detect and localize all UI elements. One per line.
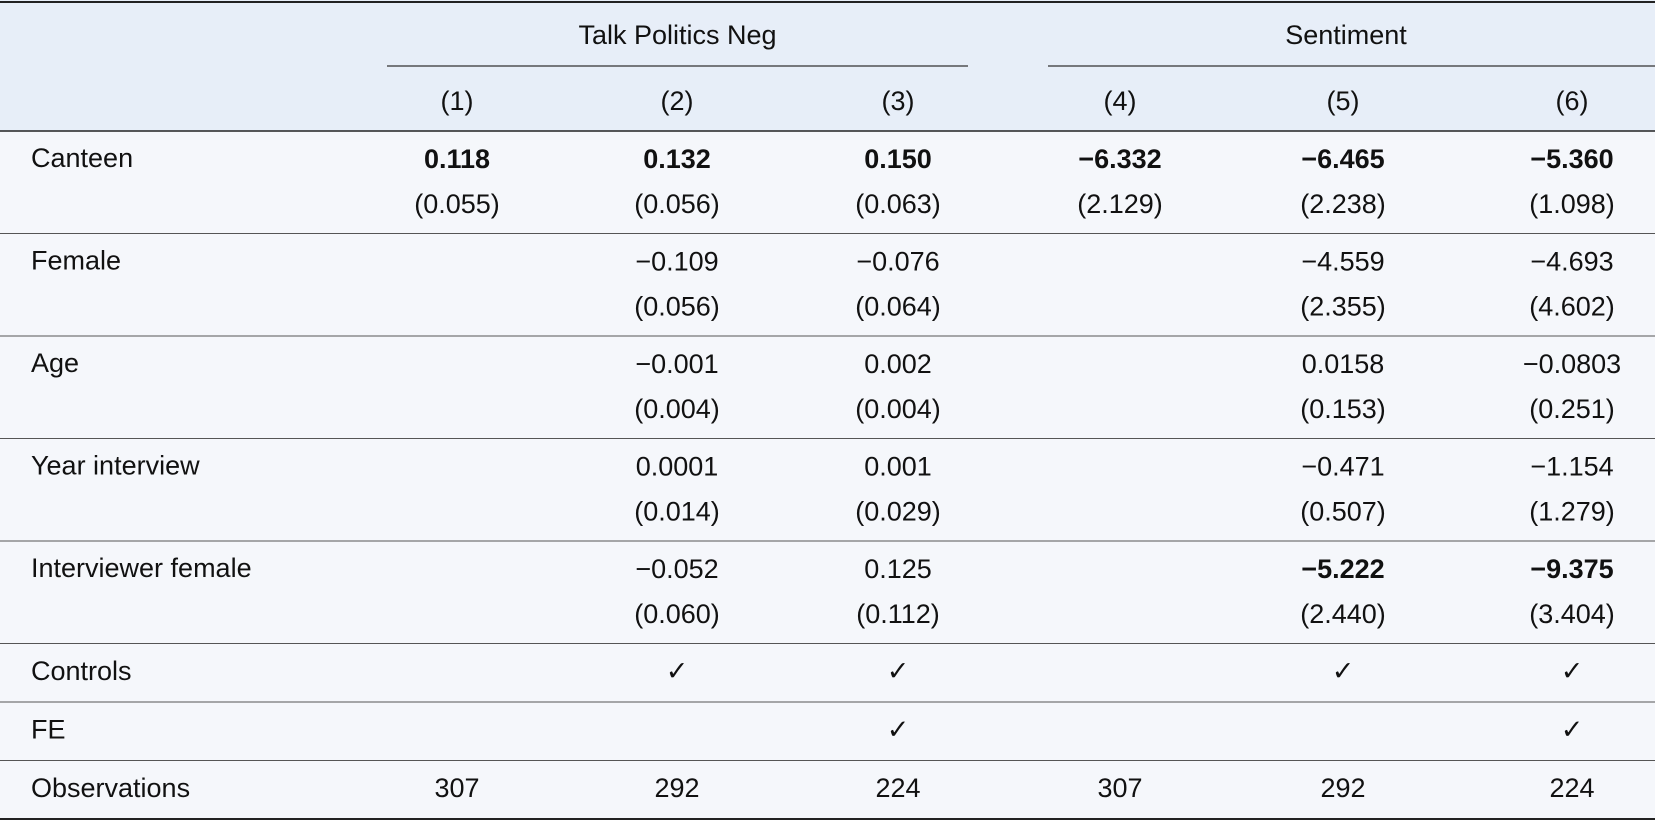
coefficient: 0.125 [864, 554, 932, 584]
coefficient: −6.332 [1078, 144, 1161, 174]
row-label: Interviewer female [31, 553, 252, 583]
row-label: Controls [31, 656, 132, 686]
cell-value: 224 [1549, 773, 1594, 803]
standard-error: (0.004) [855, 394, 941, 424]
coefficient: −5.222 [1301, 554, 1384, 584]
cell-value: ✓ [666, 656, 689, 686]
column-label: (3) [882, 86, 915, 116]
coefficient: 0.001 [864, 452, 932, 482]
coefficient: −5.360 [1530, 144, 1613, 174]
coefficient: 0.150 [864, 144, 932, 174]
coefficient: −0.052 [635, 554, 718, 584]
standard-error: (0.004) [634, 394, 720, 424]
row-label: Age [31, 348, 79, 378]
coefficient: −4.559 [1301, 247, 1384, 277]
coefficient: −0.471 [1301, 452, 1384, 482]
standard-error: (0.064) [855, 292, 941, 322]
coefficient: 0.002 [864, 349, 932, 379]
coefficient: −1.154 [1530, 452, 1613, 482]
column-label: (4) [1104, 86, 1137, 116]
standard-error: (0.029) [855, 497, 941, 527]
standard-error: (2.355) [1300, 292, 1386, 322]
standard-error: (0.251) [1529, 394, 1615, 424]
column-label: (6) [1556, 86, 1589, 116]
cell-value: 292 [654, 773, 699, 803]
column-label: (5) [1327, 86, 1360, 116]
standard-error: (0.056) [634, 292, 720, 322]
standard-error: (3.404) [1529, 599, 1615, 629]
cell-value: ✓ [1561, 714, 1584, 744]
standard-error: (0.055) [414, 189, 500, 219]
standard-error: (2.440) [1300, 599, 1386, 629]
standard-error: (0.112) [856, 599, 940, 629]
coefficient: 0.132 [643, 144, 711, 174]
cell-value: 292 [1320, 773, 1365, 803]
cell-value: ✓ [887, 656, 910, 686]
standard-error: (1.279) [1529, 497, 1615, 527]
coefficient: −0.076 [856, 247, 939, 277]
coefficient: −0.109 [635, 247, 718, 277]
cell-value: ✓ [887, 714, 910, 744]
coefficient: −0.001 [635, 349, 718, 379]
cell-value: ✓ [1332, 656, 1355, 686]
standard-error: (0.060) [634, 599, 720, 629]
standard-error: (2.238) [1300, 189, 1386, 219]
standard-error: (0.063) [855, 189, 941, 219]
body-background [0, 131, 1655, 819]
cell-value: ✓ [1561, 656, 1584, 686]
coefficient: −9.375 [1530, 554, 1613, 584]
standard-error: (4.602) [1529, 292, 1615, 322]
coefficient: −4.693 [1530, 247, 1613, 277]
coefficient: 0.0158 [1302, 349, 1385, 379]
row-label: Year interview [31, 451, 200, 481]
cell-value: 307 [1097, 773, 1142, 803]
row-label: FE [31, 714, 66, 744]
coefficient: 0.0001 [636, 452, 719, 482]
standard-error: (1.098) [1529, 189, 1615, 219]
coefficient: −0.0803 [1523, 349, 1621, 379]
cell-value: 224 [875, 773, 920, 803]
row-label: Observations [31, 773, 190, 803]
standard-error: (0.056) [634, 189, 720, 219]
group-label: Sentiment [1285, 20, 1407, 50]
coefficient: −6.465 [1301, 144, 1384, 174]
column-label: (2) [661, 86, 694, 116]
standard-error: (0.153) [1300, 394, 1386, 424]
column-label: (1) [441, 86, 474, 116]
group-label: Talk Politics Neg [578, 20, 776, 50]
standard-error: (0.507) [1300, 497, 1386, 527]
standard-error: (0.014) [634, 497, 720, 527]
row-label: Female [31, 246, 121, 276]
cell-value: 307 [434, 773, 479, 803]
row-label: Canteen [31, 143, 133, 173]
standard-error: (2.129) [1077, 189, 1163, 219]
coefficient: 0.118 [424, 144, 490, 174]
